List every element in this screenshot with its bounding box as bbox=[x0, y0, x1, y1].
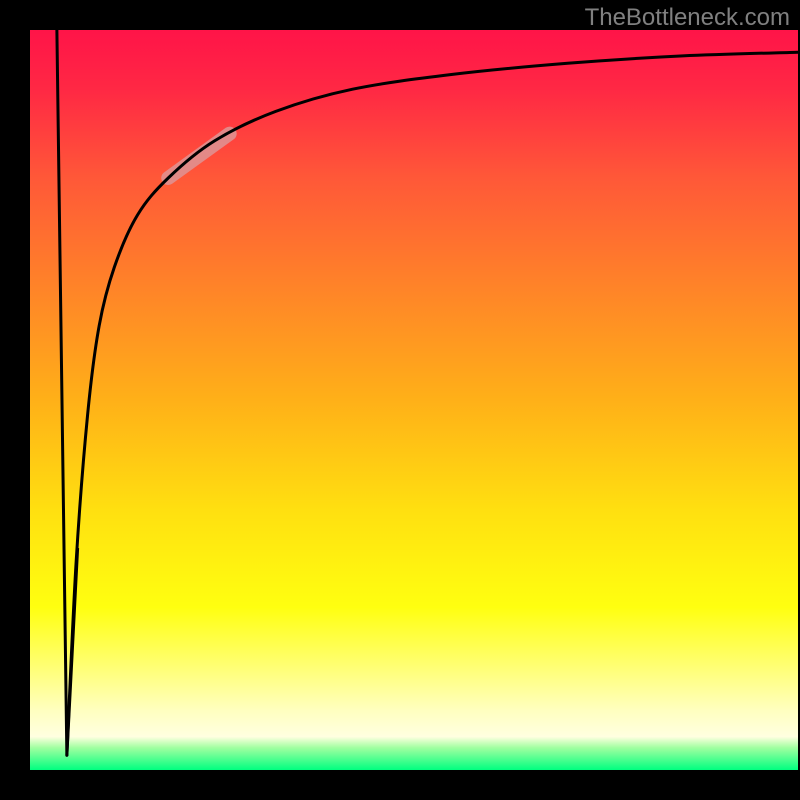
plot-background bbox=[30, 30, 798, 770]
bottleneck-chart: TheBottleneck.com bbox=[0, 0, 800, 800]
watermark-text: TheBottleneck.com bbox=[585, 4, 790, 32]
chart-svg bbox=[0, 0, 800, 800]
